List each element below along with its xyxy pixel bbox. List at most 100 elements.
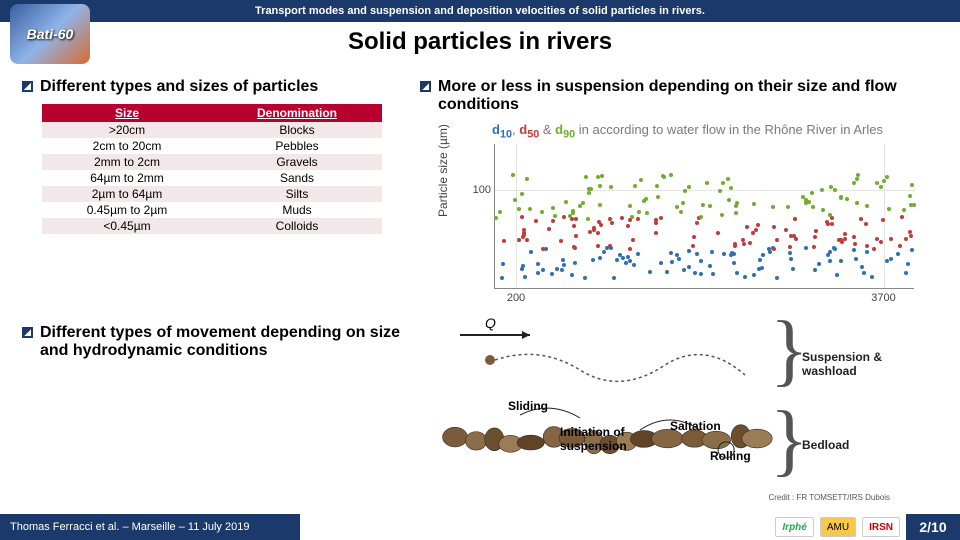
chart-point — [693, 271, 697, 275]
chart-point — [677, 257, 681, 261]
chart-point — [896, 252, 900, 256]
chart-point — [691, 244, 695, 248]
chart-point — [813, 268, 817, 272]
chart-point — [670, 260, 674, 264]
chart-point — [550, 272, 554, 276]
chart-point — [699, 259, 703, 263]
table-row: 2mm to 2cmGravels — [42, 154, 382, 170]
chart-point — [631, 238, 635, 242]
chart-point — [636, 217, 640, 221]
chart-point — [574, 234, 578, 238]
chart-point — [695, 252, 699, 256]
chart-point — [498, 210, 502, 214]
chart-point — [752, 202, 756, 206]
chart-point — [833, 188, 837, 192]
chart-point — [839, 259, 843, 263]
chart-point — [889, 237, 893, 241]
chart-point — [561, 258, 565, 262]
chart-point — [864, 222, 868, 226]
chart-point — [620, 216, 624, 220]
svg-text:Rolling: Rolling — [710, 449, 751, 463]
chart-point — [502, 239, 506, 243]
chart-point — [734, 211, 738, 215]
chart-point — [588, 230, 592, 234]
chart-point — [705, 181, 709, 185]
chart-point — [853, 242, 857, 246]
chart-point — [865, 244, 869, 248]
chart-point — [811, 205, 815, 209]
chart-point — [904, 271, 908, 275]
chart-point — [748, 241, 752, 245]
chart-point — [528, 207, 532, 211]
chart-point — [501, 262, 505, 266]
chart-point — [520, 215, 524, 219]
label-suspension-washload: Suspension & washload — [802, 350, 910, 378]
bullet-types: Different types and sizes of particles — [22, 78, 402, 96]
chart-point — [909, 203, 913, 207]
chart-point — [852, 181, 856, 185]
chart-point — [654, 218, 658, 222]
chart-point — [637, 210, 641, 214]
chart-point — [882, 179, 886, 183]
svg-text:Initiation of: Initiation of — [560, 425, 626, 439]
chart-point — [645, 211, 649, 215]
chart-point — [536, 262, 540, 266]
chart-point — [852, 248, 856, 252]
chart-point — [583, 276, 587, 280]
chart-point — [551, 219, 555, 223]
chart-point — [735, 271, 739, 275]
chart-point — [540, 210, 544, 214]
chart-point — [756, 223, 760, 227]
chart-point — [639, 178, 643, 182]
chart-point — [854, 257, 858, 261]
chart-point — [586, 217, 590, 221]
logo-irsn: IRSN — [862, 517, 900, 537]
chart-point — [862, 271, 866, 275]
chart-point — [598, 256, 602, 260]
chart-point — [720, 213, 724, 217]
chart-point — [683, 189, 687, 193]
chart-point — [718, 189, 722, 193]
chart-point — [494, 216, 498, 220]
chart-point — [636, 252, 640, 256]
chart-point — [525, 177, 529, 181]
chart-point — [908, 230, 912, 234]
chart-point — [553, 214, 557, 218]
chart-point — [630, 215, 634, 219]
chart-point — [534, 219, 538, 223]
chart-point — [598, 203, 602, 207]
chart-point — [843, 232, 847, 236]
chart-point — [541, 268, 545, 272]
chart-point — [659, 261, 663, 265]
chart-point — [596, 231, 600, 235]
chart-point — [859, 217, 863, 221]
chart-point — [828, 250, 832, 254]
chart-point — [626, 255, 630, 259]
chart-point — [860, 265, 864, 269]
chart-point — [687, 185, 691, 189]
chart-point — [814, 229, 818, 233]
bullet-movement: Different types of movement depending on… — [22, 324, 422, 361]
particle-size-table: Size Denomination >20cmBlocks2cm to 20cm… — [42, 104, 382, 234]
chart-point — [733, 242, 737, 246]
chart-point — [536, 271, 540, 275]
chart-point — [772, 225, 776, 229]
chart-point — [791, 267, 795, 271]
chart-title: d10, d50 & d90 in according to water flo… — [450, 122, 925, 141]
chart-point — [570, 273, 574, 277]
q-label: Q — [485, 315, 496, 331]
th-size: Size — [42, 104, 212, 122]
chart-point — [832, 246, 836, 250]
chart-point — [732, 252, 736, 256]
bullet-text: Different types of movement depending on… — [40, 324, 422, 361]
chart-point — [752, 273, 756, 277]
chart-point — [789, 257, 793, 261]
chart-point — [562, 215, 566, 219]
chart-point — [726, 177, 730, 181]
chart-point — [909, 234, 913, 238]
chart-point — [771, 205, 775, 209]
chart-point — [669, 173, 673, 177]
chart-point — [751, 231, 755, 235]
chart-point — [655, 184, 659, 188]
chart-point — [889, 257, 893, 261]
